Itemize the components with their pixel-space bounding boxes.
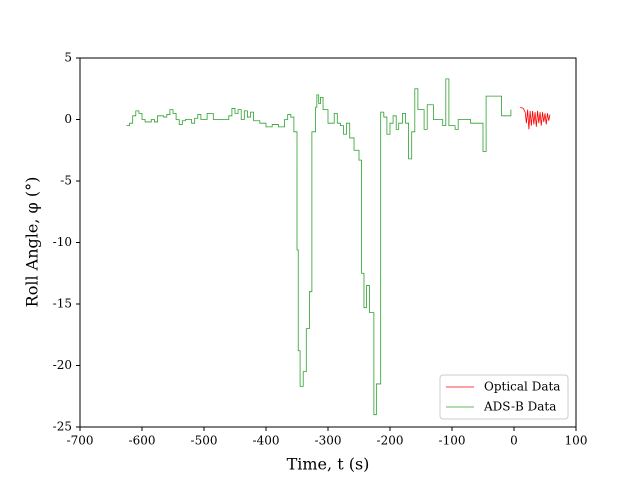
x-tick-label: -200	[377, 434, 404, 448]
y-tick-label: 0	[64, 112, 72, 126]
x-tick-label: -600	[129, 434, 156, 448]
y-tick-label: -15	[53, 297, 72, 311]
legend-label: Optical Data	[484, 380, 560, 394]
legend-box	[439, 374, 569, 420]
x-tick-label: -100	[439, 434, 466, 448]
data-line	[126, 78, 512, 416]
legend-label: ADS-B Data	[483, 400, 556, 414]
y-tick-label: 5	[64, 51, 72, 65]
y-tick-label: -5	[60, 174, 72, 188]
x-tick-label: -400	[253, 434, 280, 448]
x-tick-label: -500	[191, 434, 218, 448]
plot-frame	[79, 57, 577, 428]
x-tick-label: -700	[67, 434, 94, 448]
y-tick-label: -10	[53, 235, 72, 249]
data-line	[520, 106, 551, 130]
x-axis-label: Time, t (s)	[287, 455, 370, 474]
y-axis-label: Roll Angle, φ (°)	[23, 177, 42, 308]
x-tick-label: 0	[510, 434, 518, 448]
y-tick-label: -20	[53, 358, 72, 372]
y-tick-label: -25	[53, 420, 72, 434]
x-tick-label: 100	[565, 434, 588, 448]
x-tick-label: -300	[315, 434, 342, 448]
